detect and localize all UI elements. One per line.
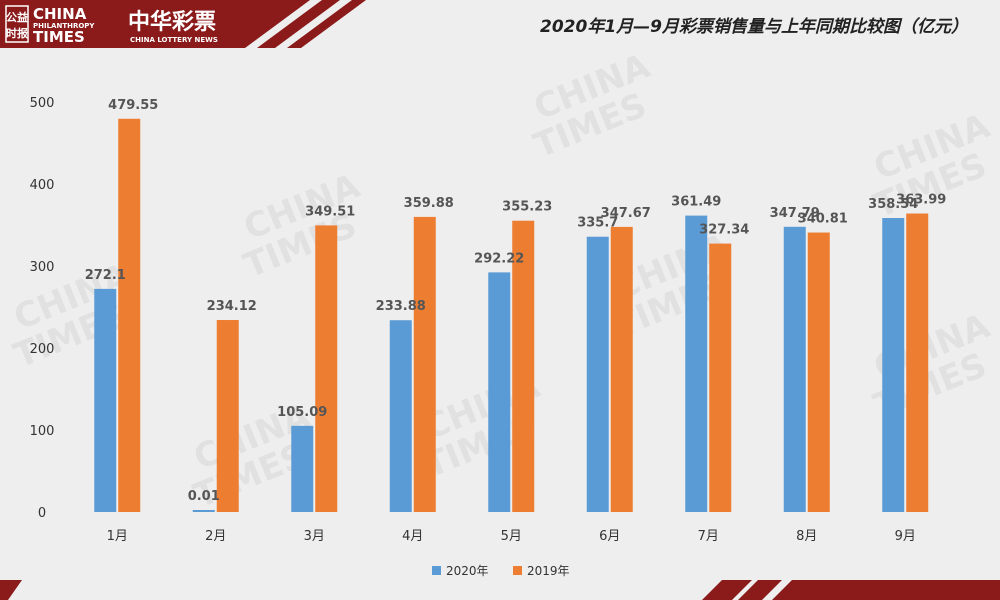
- data-label-2020: 0.01: [188, 489, 220, 504]
- data-label-2019: 234.12: [207, 299, 257, 314]
- logo-en-philanthropy: PHILANTHROPY: [33, 22, 95, 30]
- logo-en-times: TIMES: [33, 28, 85, 46]
- philanthropy-logo: 公益 时报 CHINA PHILANTHROPY TIMES: [5, 5, 95, 46]
- y-tick-label: 300: [30, 260, 55, 275]
- logo-en-china: CHINA: [33, 5, 87, 23]
- header-stripe: [287, 0, 366, 48]
- data-label-2019: 363.99: [896, 193, 946, 208]
- y-tick-label: 500: [30, 96, 55, 111]
- bar-2020: [389, 320, 412, 512]
- bar-2020: [783, 226, 806, 512]
- bars-group: [94, 118, 929, 513]
- data-label-2020: 335.7: [577, 216, 618, 231]
- lottery-logo-cn: 中华彩票: [128, 9, 216, 35]
- bar-2019: [118, 118, 141, 513]
- legend-swatch-2019: [513, 566, 522, 575]
- data-label-2019: 347.67: [601, 206, 651, 221]
- category-label: 6月: [599, 529, 620, 544]
- footer-stripe: [738, 580, 782, 600]
- y-tick-label: 400: [30, 178, 55, 193]
- bar-2020: [192, 510, 215, 512]
- data-label-2020: 347.79: [770, 206, 820, 221]
- data-label-2019: 340.81: [798, 212, 848, 227]
- bar-2019: [512, 220, 535, 512]
- category-label: 4月: [402, 529, 423, 544]
- lottery-logo-en: CHINA LOTTERY NEWS: [130, 36, 218, 44]
- category-label: 7月: [698, 529, 719, 544]
- footer-band: [772, 580, 1000, 600]
- data-label-2020: 105.09: [277, 405, 327, 420]
- data-label-2020: 292.22: [474, 251, 524, 266]
- category-label: 8月: [796, 529, 817, 544]
- bar-2019: [610, 226, 633, 513]
- category-label: 1月: [107, 529, 128, 544]
- data-label-2019: 349.51: [305, 204, 355, 219]
- bar-2020: [291, 425, 314, 512]
- data-label-2020: 358.54: [868, 197, 918, 212]
- category-label: 9月: [895, 529, 916, 544]
- footer-stripe: [0, 580, 22, 600]
- data-label-2019: 355.23: [502, 200, 552, 215]
- lottery-logo: 中华彩票 CHINA LOTTERY NEWS: [128, 9, 218, 44]
- bar-2020: [685, 215, 708, 513]
- header-stripe: [257, 0, 340, 48]
- category-label: 2月: [205, 529, 226, 544]
- y-tick-label: 0: [38, 506, 46, 521]
- chart-title: 2020年1月—9月彩票销售量与上年同期比较图（亿元）: [540, 17, 968, 37]
- data-label-2019: 479.55: [108, 98, 158, 113]
- bar-2020: [488, 272, 511, 512]
- category-label: 5月: [501, 529, 522, 544]
- bar-2020: [94, 288, 117, 512]
- legend-swatch-2020: [432, 566, 441, 575]
- y-axis: 0 100 200 300 400 500: [30, 96, 55, 521]
- data-label-2020: 361.49: [671, 195, 721, 210]
- category-label: 3月: [304, 529, 325, 544]
- data-label-2019: 359.88: [404, 196, 454, 211]
- bar-2019: [315, 225, 338, 512]
- bar-2019: [807, 232, 830, 512]
- legend-label-2019: 2019年: [527, 564, 570, 578]
- header-band: [0, 0, 310, 48]
- y-tick-label: 200: [30, 342, 55, 357]
- logo-cn-top: 公益: [6, 10, 28, 24]
- data-labels-group: 272.1 479.55 0.01 234.12 105.09 349.51 233.88 3…: [85, 98, 947, 504]
- data-label-2019: 327.34: [699, 223, 749, 238]
- bar-2020: [882, 217, 905, 512]
- bar-2020: [586, 236, 609, 512]
- y-tick-label: 100: [30, 424, 55, 439]
- bar-2019: [709, 243, 732, 512]
- footer-stripe: [702, 580, 752, 600]
- legend-label-2020: 2020年: [446, 564, 489, 578]
- legend: 2020年 2019年: [432, 564, 570, 578]
- data-label-2020: 233.88: [376, 299, 426, 314]
- bar-2019: [413, 216, 436, 512]
- data-label-2020: 272.1: [85, 268, 126, 283]
- bar-2019: [906, 213, 929, 512]
- logo-cn-bottom: 时报: [6, 26, 29, 40]
- x-axis: 1月 2月 3月 4月 5月 6月 7月 8月 9月: [107, 529, 916, 544]
- bar-2019: [216, 320, 239, 512]
